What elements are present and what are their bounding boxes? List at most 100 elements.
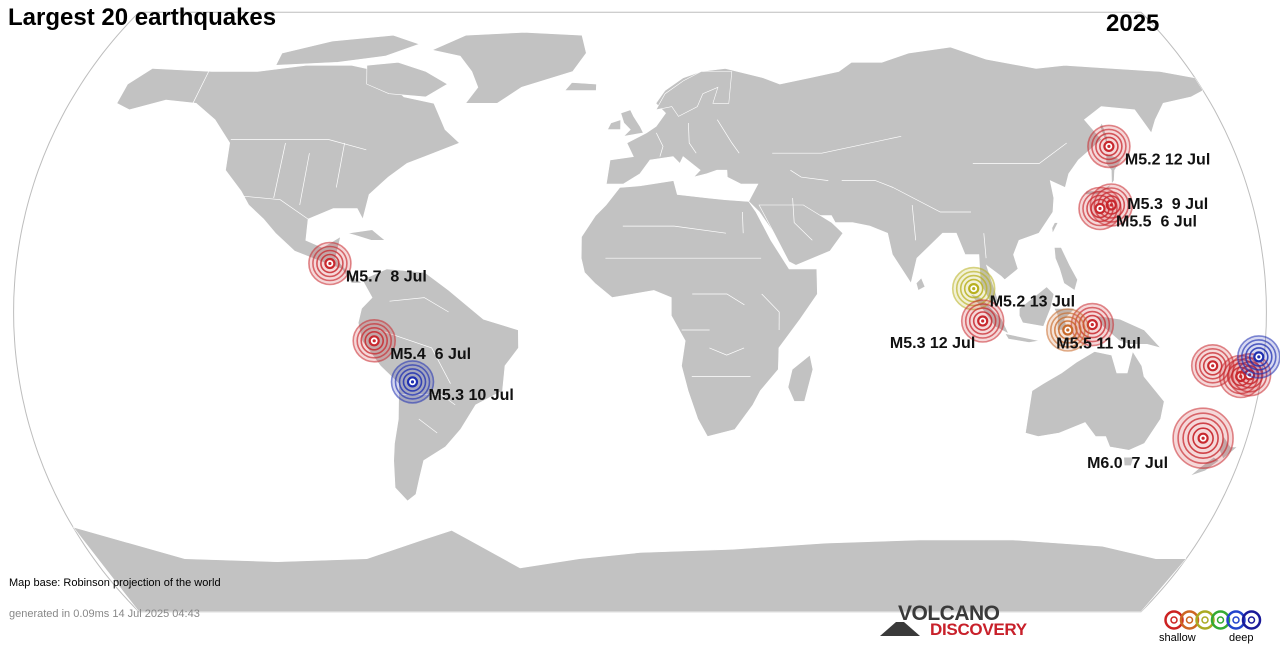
country-border <box>688 122 697 154</box>
marker-ring <box>1241 339 1277 375</box>
marker-ring <box>964 303 1001 339</box>
land-greenland <box>431 31 587 104</box>
marker-ring <box>1245 343 1273 371</box>
volcano-discovery-logo[interactable]: VOLCANO DISCOVERY <box>880 602 1040 644</box>
map-title: Largest 20 earthquakes <box>8 4 277 31</box>
marker-center <box>1257 355 1261 359</box>
legend-swatch <box>1210 610 1231 630</box>
logo-text-bottom: DISCOVERY <box>930 620 1027 639</box>
earthquake-marker[interactable] <box>960 299 1005 343</box>
marker-ring <box>1198 351 1227 380</box>
earthquake-label: M5.5 11 Jul <box>1056 336 1141 353</box>
marker-center <box>1211 364 1215 368</box>
marker-ring <box>356 322 393 359</box>
country-border <box>335 142 345 188</box>
marker-ring <box>1095 132 1123 161</box>
country-border <box>790 169 829 181</box>
country-border <box>692 293 745 306</box>
legend-deep-label: deep <box>1229 632 1254 644</box>
marker-center <box>1107 144 1111 148</box>
country-border <box>273 142 286 199</box>
country-border <box>655 132 664 157</box>
marker-center <box>1066 328 1070 332</box>
country-border <box>911 204 917 241</box>
volcano-icon <box>880 622 920 636</box>
earthquake-marker[interactable] <box>1078 186 1122 231</box>
marker-ring <box>1249 347 1269 367</box>
earthquake-marker[interactable] <box>352 318 397 363</box>
marker-ring <box>1086 194 1114 223</box>
legend-swatch <box>1195 610 1215 630</box>
earthquake-label: M5.7 8 Jul <box>346 269 427 286</box>
earthquake-marker[interactable] <box>1172 407 1234 470</box>
country-border <box>772 135 902 154</box>
marker-center <box>410 380 415 384</box>
land-cuba <box>347 229 386 241</box>
earthquake-label: M5.3 9 Jul <box>1127 196 1208 213</box>
marker-ring <box>312 245 348 282</box>
generated-note: generated in 0.09ms 14 Jul 2025 04:43 <box>9 608 200 620</box>
earthquake-markers <box>308 124 1280 470</box>
marker-center <box>1098 206 1102 211</box>
country-border <box>972 142 1067 164</box>
earthquake-label: M5.2 12 Jul <box>1125 151 1210 168</box>
land-masses <box>72 31 1239 612</box>
country-border <box>389 297 449 313</box>
land-arabia-fill <box>758 204 844 266</box>
marker-ring <box>398 368 427 396</box>
land-philippines <box>1053 247 1078 291</box>
marker-ring <box>1090 198 1110 219</box>
earthquake-marker[interactable] <box>1087 124 1131 169</box>
country-border <box>230 139 367 151</box>
year-label: 2025 <box>1106 10 1160 37</box>
marker-ring <box>1192 427 1214 450</box>
country-border <box>892 187 971 213</box>
marker-ring <box>1099 136 1119 157</box>
earthquake-marker[interactable] <box>1237 335 1280 379</box>
land-ireland <box>607 119 622 130</box>
marker-center <box>981 319 985 323</box>
marker-ring <box>320 253 340 274</box>
country-border <box>792 197 813 241</box>
earthquake-marker[interactable] <box>951 266 996 311</box>
land-iceland <box>564 82 597 91</box>
legend-swatch <box>1164 610 1184 630</box>
country-border <box>983 233 987 259</box>
country-border <box>418 418 438 434</box>
land-madagascar <box>787 354 814 402</box>
land-uk <box>620 109 644 137</box>
land-europe-asia <box>605 46 1204 306</box>
country-border <box>761 293 780 331</box>
marker-ring <box>963 278 984 299</box>
land-arctic-islands <box>275 34 421 66</box>
earthquake-marker[interactable] <box>390 360 435 404</box>
earthquake-label: M5.2 13 Jul <box>990 294 1075 311</box>
country-border <box>243 195 309 220</box>
legend-swatch <box>1241 610 1262 630</box>
marker-ring <box>955 270 992 307</box>
logo-text-top: VOLCANO <box>898 602 1000 625</box>
earthquake-label: M5.3 12 Jul <box>890 335 975 352</box>
marker-ring <box>360 326 389 355</box>
marker-ring <box>1235 360 1264 389</box>
country-border <box>717 119 740 154</box>
country-border <box>622 225 727 234</box>
earthquake-label: M5.5 6 Jul <box>1116 214 1197 231</box>
land-taiwan <box>1051 222 1059 235</box>
marker-center <box>1090 323 1094 327</box>
land-scandinavia <box>655 71 733 117</box>
country-borders <box>192 71 1067 434</box>
earthquake-marker[interactable] <box>1046 308 1090 352</box>
marker-ring <box>972 311 993 331</box>
land-antarctica <box>72 526 1187 612</box>
marker-ring <box>1187 422 1219 455</box>
depth-legend <box>1164 610 1262 630</box>
earthquake-label: M5.3 10 Jul <box>429 387 514 404</box>
land-borneo <box>1019 286 1055 327</box>
land-tasmania <box>1123 456 1135 466</box>
earthquake-marker[interactable] <box>308 241 352 286</box>
legend-swatch <box>1226 610 1246 630</box>
marker-ring <box>1050 312 1086 348</box>
land-sri-lanka <box>915 277 926 291</box>
